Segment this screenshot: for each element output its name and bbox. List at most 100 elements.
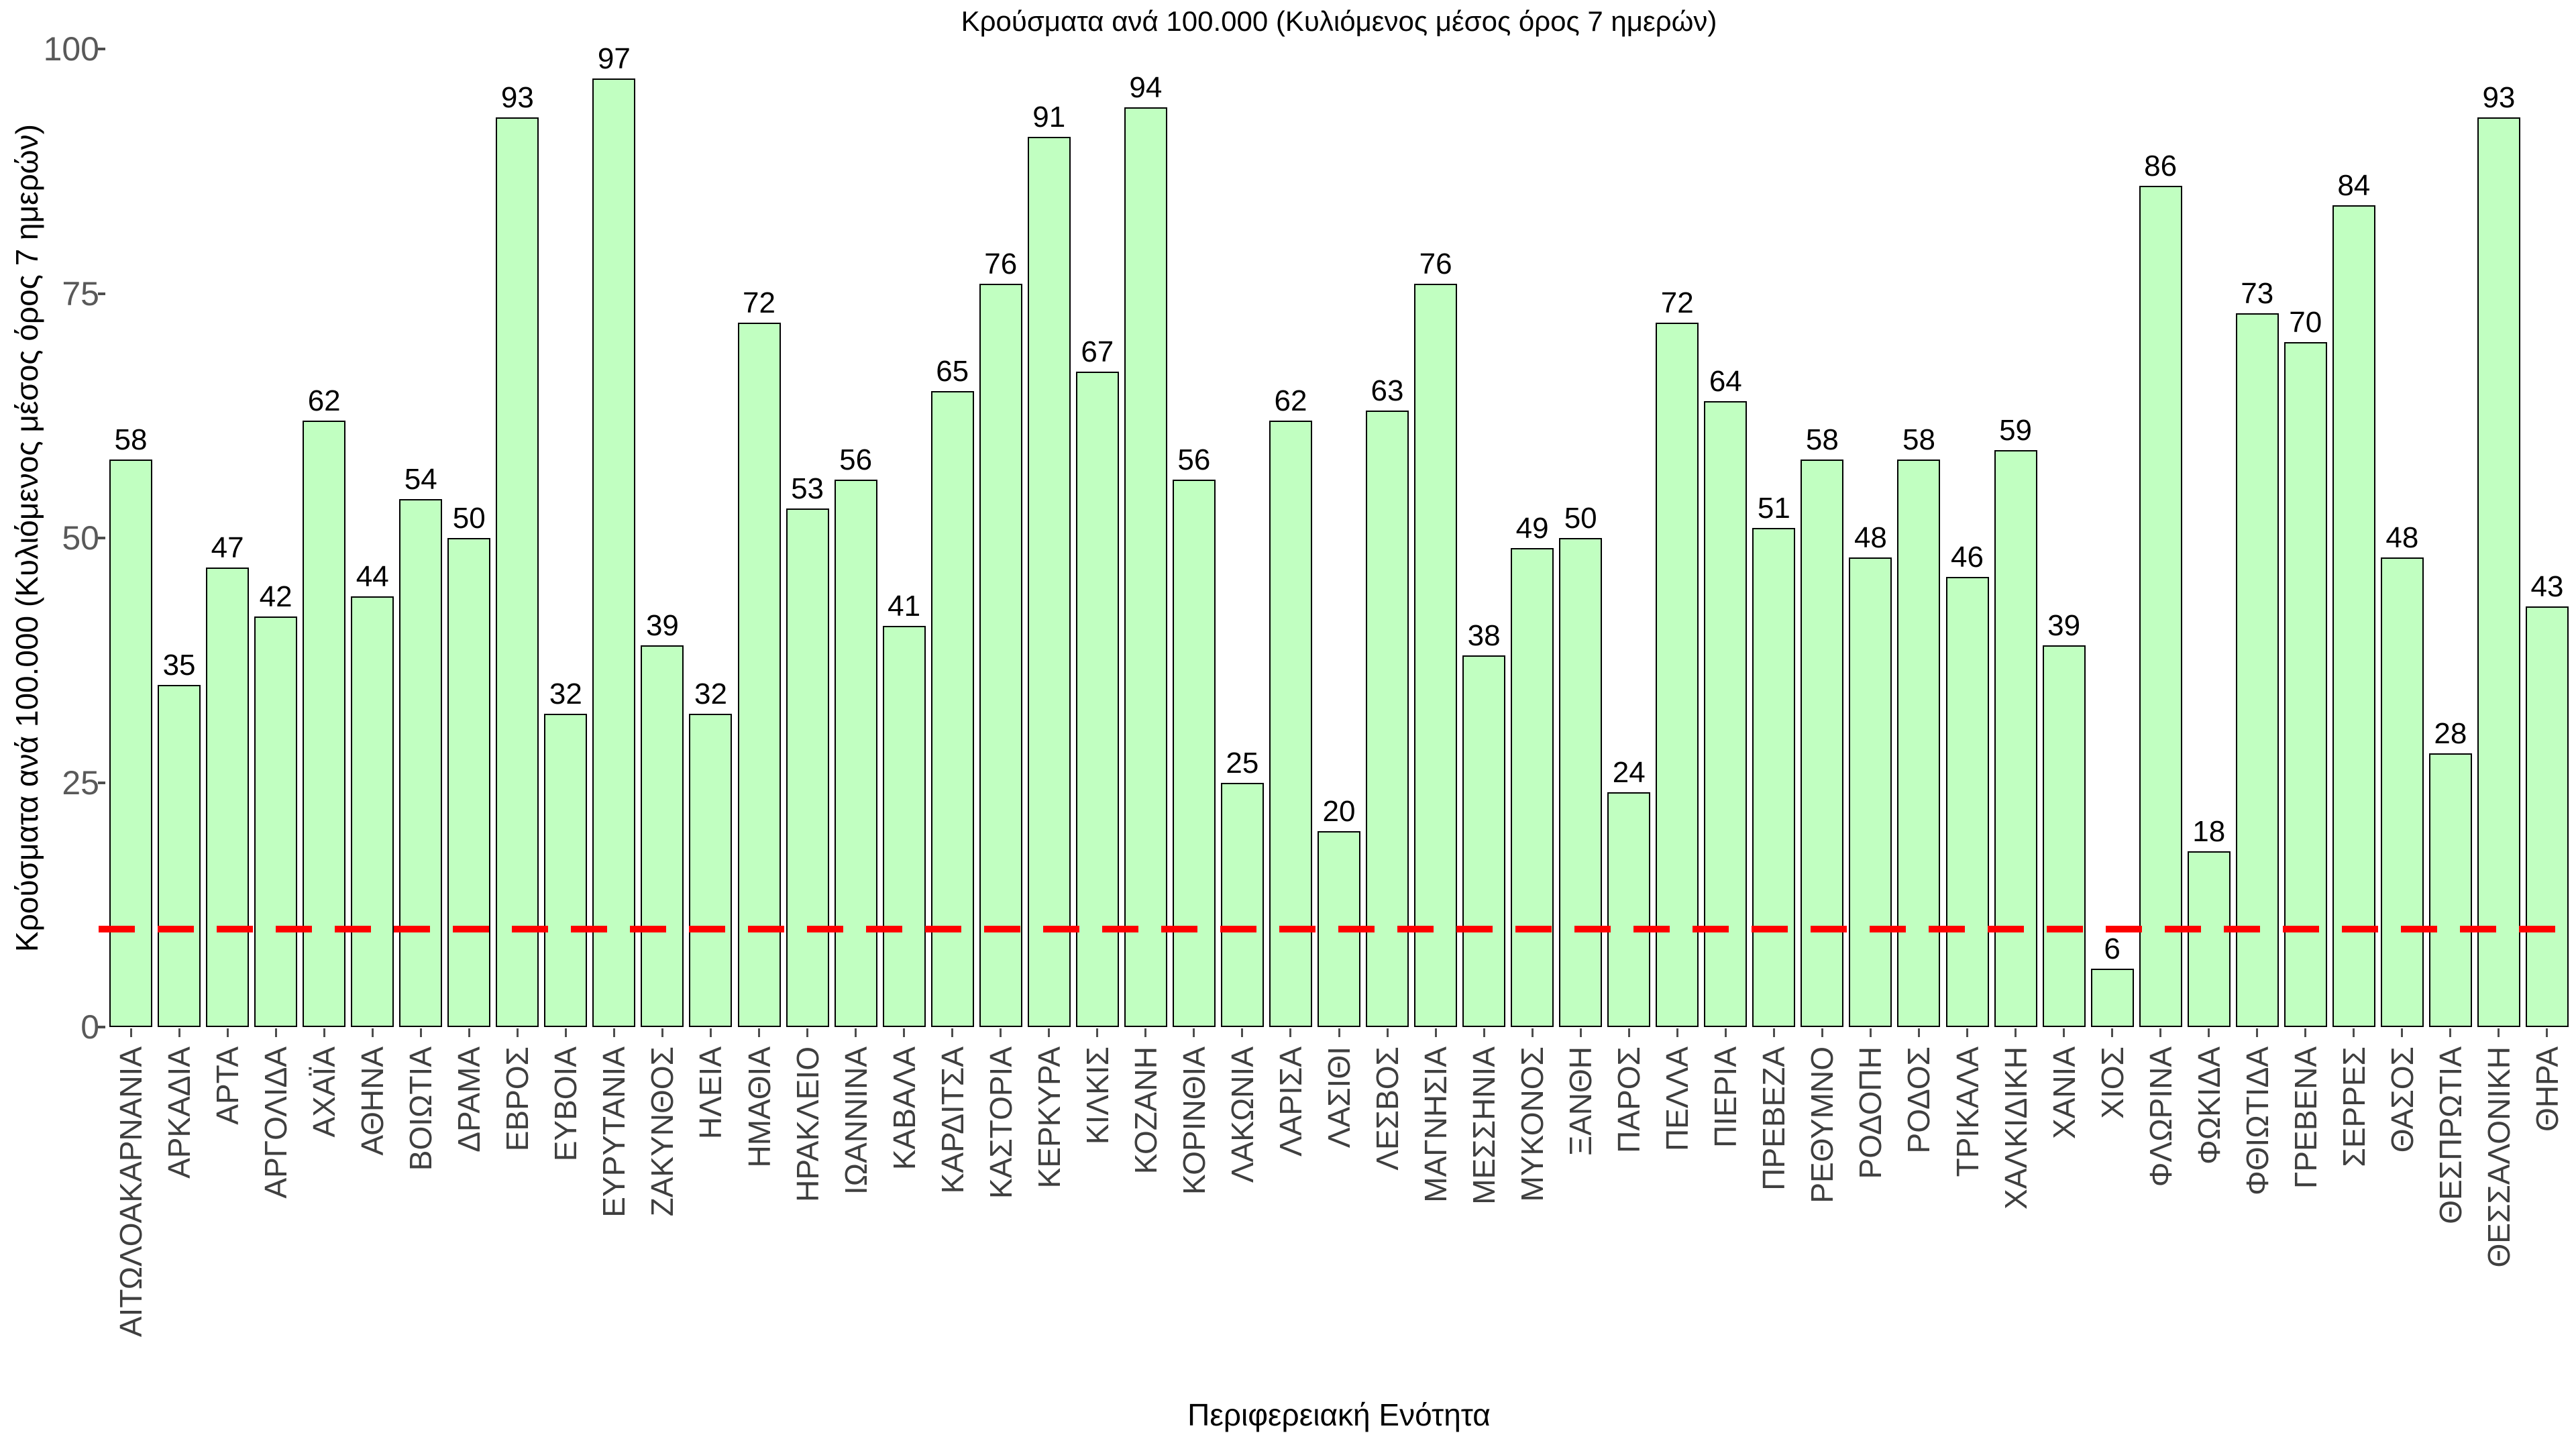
bar: [1945, 577, 1989, 1027]
category-label-container: ΘΕΣΣΑΛΟΝΙΚΗ: [2474, 1046, 2524, 1267]
category-label-container: ΠΑΡΟΣ: [1604, 1046, 1654, 1153]
bar-value-label: 72: [1660, 286, 1694, 320]
category-label: ΗΛΕΙΑ: [693, 1046, 729, 1140]
bar-value-label: 76: [1419, 247, 1452, 280]
category-label: ΦΩΚΙΔΑ: [2191, 1046, 2226, 1165]
x-tick-mark: [1821, 1028, 1823, 1037]
bar: [1994, 449, 2037, 1027]
category-label-container: ΜΕΣΣΗΝΙΑ: [1459, 1046, 1509, 1205]
bar: [1462, 655, 1506, 1027]
bar: [979, 283, 1022, 1027]
x-tick-mark: [1966, 1028, 1968, 1037]
category-label: ΛΑΣΙΘΙ: [1322, 1046, 1356, 1148]
bar: [2525, 606, 2569, 1027]
x-tick-mark: [1289, 1028, 1292, 1037]
bar-value-label: 73: [2241, 276, 2274, 310]
bar-value-label: 43: [2530, 570, 2564, 604]
bar-value-label: 39: [645, 609, 679, 643]
x-tick-mark: [855, 1028, 857, 1037]
x-tick-mark: [1000, 1028, 1002, 1037]
category-label-container: ΚΑΣΤΟΡΙΑ: [976, 1046, 1026, 1199]
category-label-container: ΚΑΒΑΛΑ: [879, 1046, 929, 1170]
y-tick-mark: [98, 48, 105, 50]
bar-value-label: 72: [743, 286, 775, 320]
category-label-container: ΧΙΟΣ: [2088, 1046, 2137, 1119]
bar-value-label: 56: [1177, 443, 1211, 476]
bar: [2042, 645, 2086, 1027]
category-label-container: ΦΘΙΩΤΙΔΑ: [2233, 1046, 2282, 1195]
bar: [834, 479, 877, 1027]
category-label-container: ΛΑΚΩΝΙΑ: [1218, 1046, 1267, 1183]
bar: [206, 567, 250, 1027]
category-label: ΑΘΗΝΑ: [355, 1046, 390, 1156]
y-tick-mark: [98, 537, 105, 539]
bar: [2139, 186, 2182, 1027]
category-label-container: ΓΡΕΒΕΝΑ: [2281, 1046, 2330, 1189]
bar-value-label: 50: [452, 502, 486, 535]
category-label-container: ΚΟΖΑΝΗ: [1121, 1046, 1171, 1174]
bar-value-label: 32: [694, 678, 727, 711]
category-label-container: ΑΡΓΟΛΙΔΑ: [251, 1046, 301, 1199]
x-tick-mark: [903, 1028, 906, 1037]
bar: [930, 391, 974, 1027]
category-label: ΑΡΚΑΔΙΑ: [162, 1046, 197, 1179]
bar-value-label: 84: [2337, 169, 2371, 203]
bar: [1172, 479, 1216, 1027]
bar-value-label: 62: [1274, 384, 1307, 418]
x-tick-mark: [2208, 1028, 2210, 1037]
x-tick-mark: [2449, 1028, 2452, 1037]
bar: [447, 538, 491, 1027]
category-label-container: ΧΑΝΙΑ: [2039, 1046, 2089, 1139]
category-label: ΘΑΣΟΣ: [2384, 1046, 2420, 1153]
bar-value-label: 58: [1902, 423, 1935, 457]
y-tick-label: 0: [80, 1008, 99, 1046]
bar-value-label: 76: [984, 247, 1018, 280]
x-tick-mark: [516, 1028, 519, 1037]
bar: [351, 596, 394, 1027]
category-label: ΑΧΑΪΑ: [307, 1046, 342, 1138]
bar: [544, 714, 588, 1027]
x-tick-mark: [226, 1028, 229, 1037]
bar-value-label: 94: [1129, 71, 1163, 105]
category-label: ΤΡΙΚΑΛΑ: [1949, 1046, 1985, 1177]
category-label-container: ΛΕΣΒΟΣ: [1362, 1046, 1412, 1171]
category-label: ΡΟΔΟΣ: [1901, 1046, 1937, 1154]
x-tick-mark: [129, 1028, 132, 1037]
bar: [1656, 323, 1699, 1027]
category-label: ΚΕΡΚΥΡΑ: [1031, 1046, 1067, 1189]
bar-value-label: 70: [2289, 306, 2322, 339]
bar: [2187, 851, 2231, 1027]
category-label-container: ΜΑΓΝΗΣΙΑ: [1411, 1046, 1460, 1203]
category-label: ΠΑΡΟΣ: [1611, 1046, 1647, 1153]
x-tick-mark: [1144, 1028, 1147, 1037]
bar-value-label: 63: [1371, 374, 1404, 408]
category-label-container: ΠΡΕΒΕΖΑ: [1749, 1046, 1799, 1191]
bar: [2235, 313, 2279, 1027]
y-tick-label: 25: [62, 763, 99, 802]
x-tick-mark: [1917, 1028, 1920, 1037]
chart-title: Κρούσματα ανά 100.000 (Κυλιόμενος μέσος …: [961, 5, 1717, 37]
bar: [158, 684, 201, 1027]
x-tick-mark: [2353, 1028, 2355, 1037]
bar: [737, 323, 781, 1027]
bar-value-label: 39: [2047, 609, 2081, 643]
x-tick-mark: [274, 1028, 277, 1037]
category-label-container: ΤΡΙΚΑΛΑ: [1943, 1046, 1992, 1177]
plot-area: 58 35 47 42 62 44 54 50 93 32 97 39 32 72 53 56 41 65 76 91…: [99, 43, 2576, 1027]
y-tick-label: 75: [62, 274, 99, 313]
bar-value-label: 62: [307, 384, 341, 418]
x-tick-mark: [371, 1028, 374, 1037]
bar-value-label: 41: [888, 590, 921, 623]
category-label-container: ΗΛΕΙΑ: [686, 1046, 735, 1139]
bar-value-label: 48: [1854, 521, 1887, 555]
x-tick-mark: [1579, 1028, 1582, 1037]
x-tick-mark: [1338, 1028, 1340, 1037]
bar: [2284, 342, 2327, 1027]
category-label-container: ΕΥΒΟΙΑ: [541, 1046, 590, 1161]
x-tick-mark: [468, 1028, 470, 1037]
bar: [1752, 528, 1796, 1027]
x-tick-mark: [1434, 1028, 1437, 1037]
bar: [592, 78, 636, 1027]
category-label-container: ΧΑΛΚΙΔΙΚΗ: [1991, 1046, 2041, 1210]
